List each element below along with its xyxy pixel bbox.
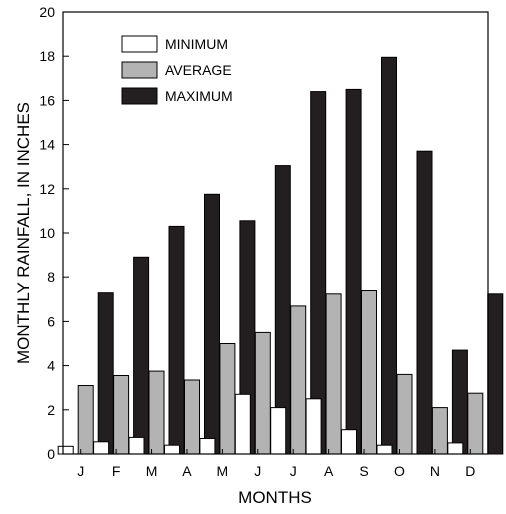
- bar-minimum-3: [128, 436, 145, 455]
- bars-layer: [57, 56, 504, 455]
- x-axis-title: MONTHS: [238, 488, 312, 507]
- legend: MINIMUM AVERAGE MAXIMUM: [121, 35, 233, 105]
- x-tick-label: J: [254, 463, 261, 479]
- bar-minimum-5: [199, 438, 216, 455]
- bar-minimum-4: [164, 444, 180, 455]
- bar-average-11: [431, 407, 448, 455]
- bar-maximum-2: [133, 256, 150, 455]
- bar-average-7: [290, 305, 307, 455]
- bar-average-3: [148, 370, 165, 455]
- x-tick-label: A: [182, 463, 192, 479]
- bar-maximum-4: [204, 193, 220, 455]
- bar-maximum-10: [416, 150, 433, 455]
- y-tick-label: 14: [39, 137, 55, 153]
- bar-average-1: [77, 385, 94, 455]
- bar-minimum-8: [305, 398, 322, 455]
- y-tick-label: 4: [47, 358, 55, 374]
- y-tick-label: 10: [39, 225, 55, 241]
- bar-average-8: [325, 293, 342, 455]
- bar-average-5: [219, 343, 236, 455]
- bar-maximum-11: [451, 349, 468, 455]
- bar-minimum-2: [93, 441, 110, 455]
- x-tick-label: J: [77, 463, 84, 479]
- legend-swatch-minimum: [121, 35, 158, 53]
- y-tick-label: 0: [47, 446, 55, 462]
- bar-average-6: [254, 331, 271, 455]
- axes-layer: 0 2 4 6 8 10 12 14 16 18 20 J F M A M J J A S O N D: [39, 4, 475, 479]
- bar-average-10: [396, 373, 413, 455]
- y-tick-label: 8: [47, 269, 55, 285]
- bar-average-9: [361, 290, 377, 455]
- bar-maximum-3: [168, 225, 185, 455]
- x-tick-label: F: [112, 463, 121, 479]
- x-tick-label: N: [430, 463, 440, 479]
- x-tick-label: O: [394, 463, 405, 479]
- bar-minimum-10: [376, 444, 393, 455]
- x-tick-label: M: [146, 463, 158, 479]
- bar-maximum-12: [487, 293, 504, 455]
- bar-average-12: [467, 392, 484, 455]
- bar-average-2: [113, 375, 130, 455]
- bar-maximum-1: [97, 292, 114, 455]
- legend-swatch-maximum: [121, 87, 158, 105]
- bar-minimum-7: [270, 407, 287, 455]
- legend-label-maximum: MAXIMUM: [165, 88, 233, 104]
- bar-maximum-8: [345, 88, 362, 455]
- y-tick-label: 20: [39, 4, 55, 20]
- legend-label-minimum: MINIMUM: [165, 36, 228, 52]
- x-tick-label: J: [290, 463, 297, 479]
- bar-minimum-6: [234, 393, 251, 455]
- bar-average-4: [184, 379, 200, 455]
- legend-swatch-average: [121, 61, 158, 79]
- y-tick-label: 16: [39, 92, 55, 108]
- y-tick-label: 6: [47, 313, 55, 329]
- x-tick-label: A: [324, 463, 334, 479]
- x-tick-label: S: [359, 463, 368, 479]
- y-tick-label: 18: [39, 48, 55, 64]
- bar-maximum-9: [381, 56, 397, 455]
- y-tick-label: 12: [39, 181, 55, 197]
- y-tick-label: 2: [47, 402, 55, 418]
- x-tick-label: D: [465, 463, 475, 479]
- bar-minimum-9: [341, 429, 357, 455]
- bar-minimum-1: [57, 445, 74, 455]
- y-axis-title: MONTHLY RAINFALL, IN INCHES: [14, 102, 33, 364]
- x-tick-label: M: [217, 463, 229, 479]
- bar-minimum-12: [447, 442, 464, 455]
- legend-label-average: AVERAGE: [165, 62, 232, 78]
